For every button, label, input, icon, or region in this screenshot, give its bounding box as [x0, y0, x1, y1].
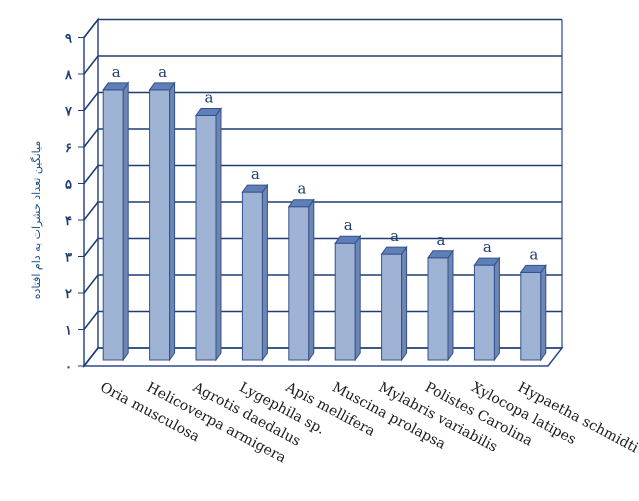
y-tick-label: ۸ — [64, 68, 73, 83]
bar-top — [519, 264, 547, 273]
gridline — [83, 347, 562, 367]
bar-top — [195, 107, 222, 116]
gridline — [83, 237, 562, 257]
gridline — [83, 91, 562, 111]
bar-side — [354, 234, 361, 362]
bar — [241, 183, 269, 362]
bar-top — [148, 82, 176, 91]
significance-label: a — [251, 165, 260, 183]
bar — [519, 263, 547, 362]
significance-label: a — [205, 88, 214, 106]
y-tick-label: ۲ — [65, 287, 72, 302]
bar-top — [473, 257, 501, 266]
significance-label: a — [390, 227, 399, 245]
y-tick-label: ۰ — [65, 360, 72, 375]
significance-labels: a a a a a a a a a a — [112, 63, 539, 263]
bar — [148, 81, 176, 362]
bar-front — [473, 264, 495, 361]
bar-side — [540, 263, 547, 362]
significance-label: a — [437, 231, 446, 249]
bar-front — [381, 253, 403, 361]
y-axis-ticks: ۰ ۱ ۲ ۳ ۴ ۵ ۶ ۷ ۸ ۹ — [64, 32, 84, 375]
significance-label: a — [158, 63, 167, 81]
significance-label: a — [529, 245, 538, 263]
bar-front — [102, 89, 124, 361]
bar-front — [241, 191, 263, 361]
y-tick-label: ۴ — [65, 214, 72, 229]
bar-top — [334, 235, 362, 244]
bar — [334, 234, 362, 362]
bar-top — [380, 246, 408, 255]
significance-label: a — [112, 63, 121, 81]
gridline — [83, 55, 562, 75]
gridline — [83, 128, 562, 148]
gridline — [83, 18, 562, 38]
y-tick-label: ۵ — [65, 178, 72, 193]
y-tick-label: ۳ — [65, 251, 72, 266]
bar-top — [241, 184, 269, 193]
bar-side — [261, 183, 268, 362]
gridlines — [83, 18, 562, 367]
bar-side — [493, 256, 500, 362]
bar-side — [308, 198, 315, 362]
bar-front — [520, 271, 542, 361]
bar-side — [401, 245, 408, 362]
bar-front — [288, 206, 310, 361]
bar-side — [215, 106, 222, 362]
bar-side — [447, 249, 454, 362]
bar-top — [427, 250, 454, 259]
y-tick-label: ۶ — [65, 141, 72, 156]
y-tick-label: ۷ — [64, 105, 73, 120]
significance-label: a — [297, 180, 306, 198]
bar — [427, 249, 454, 362]
gridline — [83, 274, 562, 294]
significance-label: a — [483, 238, 492, 256]
bar — [287, 198, 315, 362]
bar-front — [195, 114, 217, 361]
bar — [473, 256, 501, 362]
gridline — [83, 164, 562, 184]
bar — [102, 81, 130, 362]
bar-side — [169, 81, 176, 362]
bar-front — [427, 257, 449, 361]
bar-top — [287, 199, 315, 208]
bar-front — [334, 242, 356, 361]
bar-side — [122, 81, 129, 362]
y-tick-label: ۱ — [65, 324, 72, 339]
bar — [195, 106, 222, 362]
gridline — [83, 310, 562, 330]
bars — [102, 81, 547, 362]
bar-front — [149, 89, 171, 361]
y-axis-label: میانگین تعداد حشرات به دام افتاده — [30, 141, 43, 300]
significance-label: a — [344, 216, 353, 234]
gridline — [83, 201, 562, 221]
bar — [380, 245, 408, 362]
y-tick-label: ۹ — [65, 32, 72, 47]
bar-top — [102, 82, 130, 91]
